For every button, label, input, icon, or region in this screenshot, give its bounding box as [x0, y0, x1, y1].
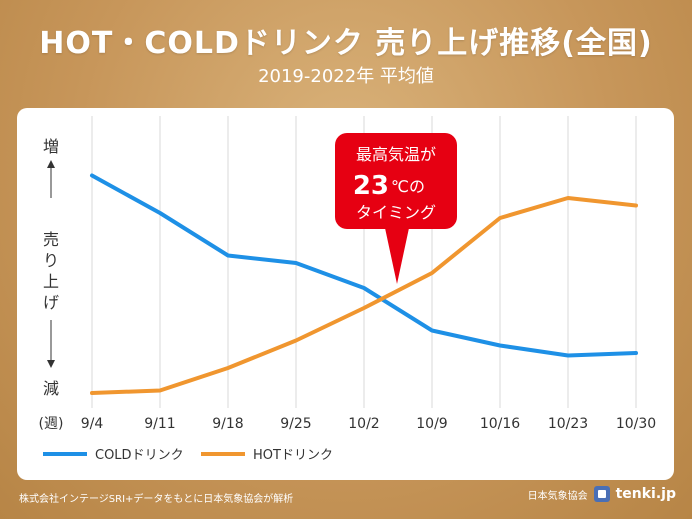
temperature-callout: 最高気温が 23 ℃の タイミング — [335, 133, 457, 284]
y-label-char-1: 売 — [43, 230, 59, 249]
x-tick-label: 9/18 — [212, 416, 243, 432]
callout-box — [335, 133, 457, 229]
y-top-label: 増 — [43, 137, 59, 156]
callout-line3: タイミング — [356, 203, 436, 222]
x-tick-label: 9/4 — [81, 416, 104, 432]
x-tick-label: 9/11 — [144, 416, 175, 432]
y-label-char-3: 上 — [43, 272, 59, 291]
page-subtitle: 2019-2022年 平均値 — [258, 66, 434, 87]
hot-series-line — [90, 196, 638, 395]
y-label-char-2: り — [43, 251, 59, 270]
tenki-logo-icon — [593, 486, 610, 502]
source-note: 株式会社インテージSRI+データをもとに日本気象協会が解析 — [19, 494, 294, 505]
y-label-char-4: げ — [43, 293, 59, 312]
arrow-down-icon — [47, 360, 55, 368]
line-chart: 増 売 り 上 げ 減 (週) 9/4 9/11 9/18 9/25 10/2 10/9 1… — [39, 116, 656, 463]
arrow-up-icon — [47, 160, 55, 168]
page-title: HOT・COLDドリンク 売り上げ推移(全国) — [39, 26, 653, 61]
callout-line1: 最高気温が — [356, 145, 436, 164]
x-tick-label: 10/30 — [616, 416, 656, 432]
legend-hot-label: HOTドリンク — [253, 448, 333, 463]
x-tick-label: 10/16 — [480, 416, 520, 432]
callout-pointer — [385, 228, 409, 284]
chart-panel: 増 売 り 上 げ 減 (週) 9/4 9/11 9/18 9/25 10/2 10/9 1… — [17, 108, 674, 480]
callout-unit: ℃の — [391, 177, 425, 196]
x-tick-label: 10/9 — [416, 416, 447, 432]
cold-series-line — [90, 173, 638, 358]
jma-label: 日本気象協会 — [527, 490, 588, 502]
legend-cold-label: COLDドリンク — [95, 448, 184, 463]
chart-legend: COLDドリンク HOTドリンク — [43, 448, 333, 463]
callout-temp: 23 — [353, 171, 389, 201]
footer-branding: 日本気象協会 tenki.jp — [528, 486, 676, 502]
x-tick-label: 10/23 — [548, 416, 588, 432]
x-tick-label: 9/25 — [280, 416, 311, 432]
tenki-brand: tenki.jp — [615, 486, 676, 502]
x-unit-label: (週) — [39, 416, 64, 432]
x-tick-label: 10/2 — [348, 416, 379, 432]
y-bottom-label: 減 — [43, 379, 59, 398]
